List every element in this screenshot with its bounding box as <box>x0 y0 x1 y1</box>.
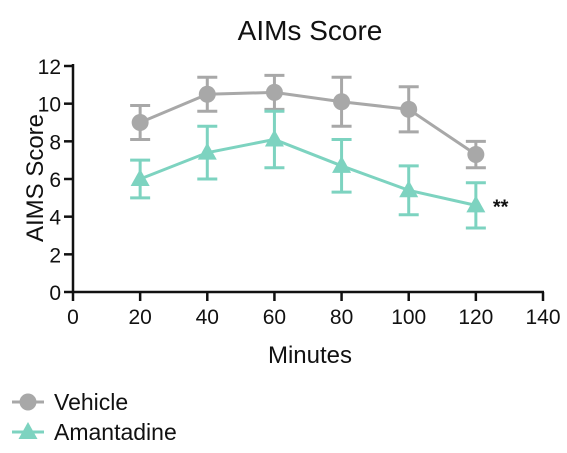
y-tick-label: 10 <box>38 94 61 117</box>
y-tick-label: 0 <box>49 282 61 305</box>
y-tick-label: 6 <box>49 169 61 192</box>
legend-marker-amantadine <box>18 422 38 439</box>
y-tick-label: 4 <box>49 207 61 230</box>
vehicle-point <box>198 85 216 103</box>
x-axis-label: Minutes <box>268 342 352 369</box>
x-tick-label: 120 <box>458 306 493 329</box>
amantadine-point <box>264 129 284 147</box>
amantadine-point <box>466 195 486 213</box>
plot-area: ** <box>130 73 509 230</box>
legend: Vehicle Amantadine <box>12 389 177 445</box>
vehicle-point <box>467 146 485 164</box>
vehicle-point <box>400 100 418 118</box>
x-tick-label: 40 <box>196 306 219 329</box>
vehicle-point <box>265 83 283 101</box>
y-tick-label: 12 <box>38 56 61 79</box>
vehicle-point <box>131 114 149 131</box>
legend-label-amantadine: Amantadine <box>54 419 177 445</box>
y-tick-label: 8 <box>49 131 61 154</box>
amantadine-point <box>130 169 150 186</box>
series-vehicle <box>130 73 486 170</box>
vehicle-line <box>139 90 477 156</box>
legend-label-vehicle: Vehicle <box>54 389 128 415</box>
x-tick-label: 140 <box>525 306 560 329</box>
amantadine-line <box>139 137 477 207</box>
x-tick-label: 100 <box>391 306 426 329</box>
x-tick-label: 60 <box>263 306 286 329</box>
amantadine-point <box>197 142 217 160</box>
amantadine-point <box>399 180 419 198</box>
y-axis-label: AIMS Score <box>22 114 49 242</box>
x-tick-label: 20 <box>128 306 151 329</box>
significance-annotation: ** <box>493 196 509 218</box>
legend-marker-vehicle <box>19 393 37 411</box>
amantadine-point <box>332 155 352 173</box>
chart-title: AIMs Score <box>238 15 383 46</box>
vehicle-point <box>333 93 351 111</box>
series-amantadine <box>130 109 486 230</box>
x-tick-label: 80 <box>330 306 353 329</box>
y-tick-label: 2 <box>49 244 61 267</box>
x-tick-label: 0 <box>67 306 79 329</box>
